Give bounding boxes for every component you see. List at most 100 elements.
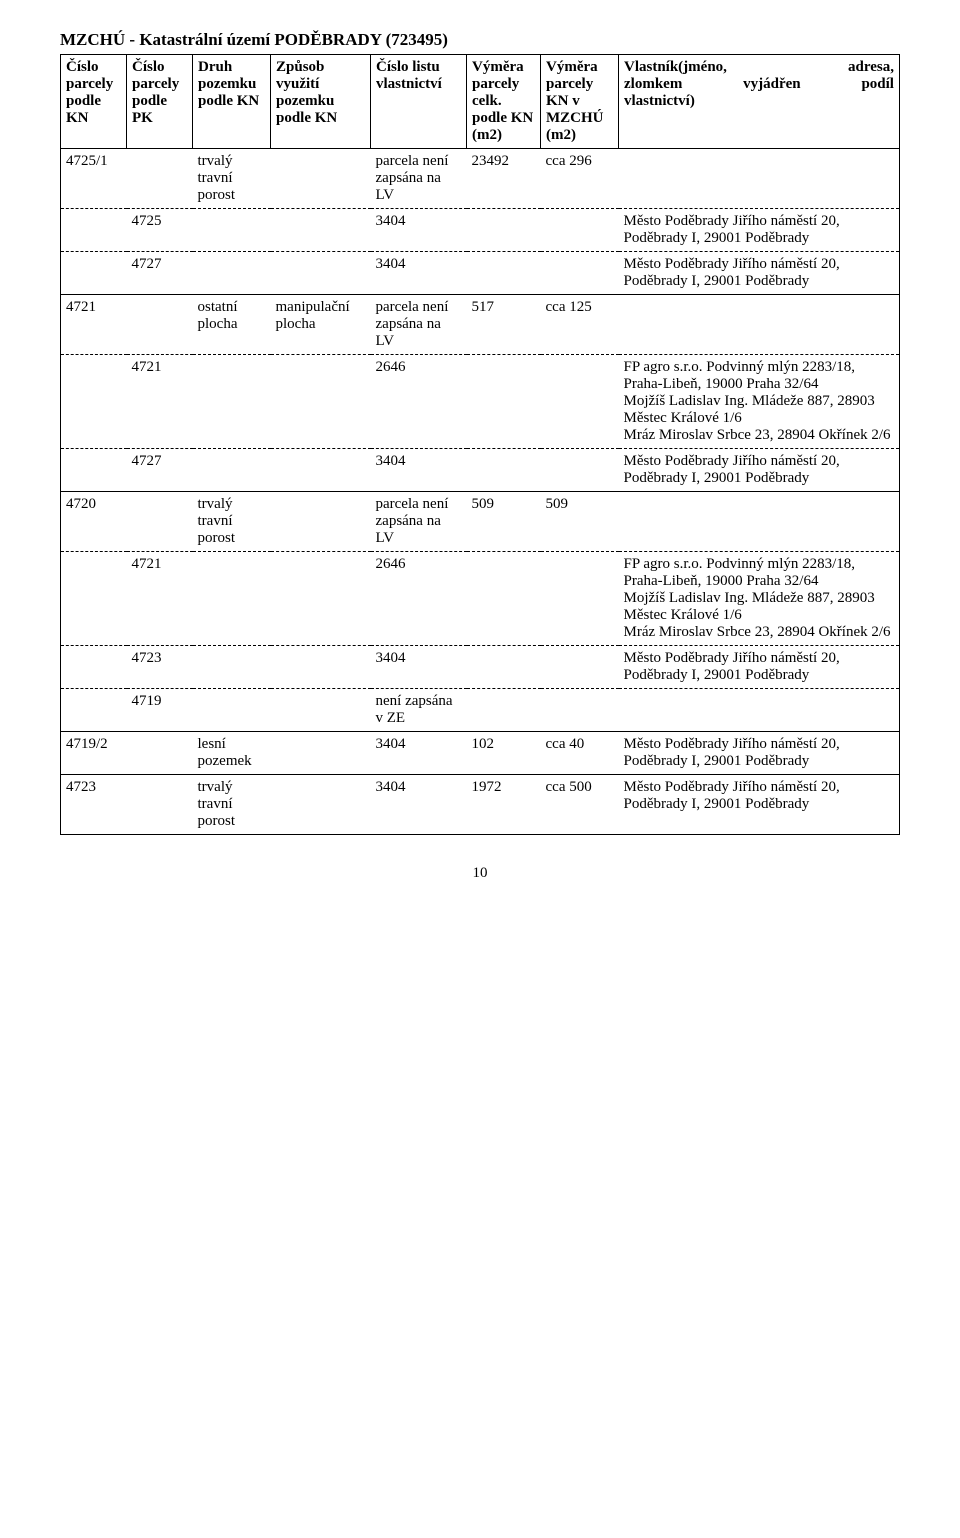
cell: parcela není zapsána na LV bbox=[371, 295, 467, 355]
table-row: 4721 2646 FP agro s.r.o. Podvinný mlýn 2… bbox=[61, 355, 900, 449]
cell: 3404 bbox=[371, 449, 467, 492]
cell bbox=[619, 689, 900, 732]
cell bbox=[193, 646, 271, 689]
cell bbox=[271, 552, 371, 646]
cell: 509 bbox=[541, 492, 619, 552]
cell: trvalý travní porost bbox=[193, 149, 271, 209]
hdr-c8-a: Vlastník(jméno, bbox=[624, 59, 727, 76]
cell bbox=[127, 149, 193, 209]
table-row: 4723 3404 Město Poděbrady Jiřího náměstí… bbox=[61, 646, 900, 689]
cell bbox=[61, 449, 127, 492]
table-row: 4727 3404 Město Poděbrady Jiřího náměstí… bbox=[61, 252, 900, 295]
cell bbox=[467, 355, 541, 449]
table-row: 4720 trvalý travní porost parcela není z… bbox=[61, 492, 900, 552]
hdr-c4: Způsob využití pozemku podle KN bbox=[271, 55, 371, 149]
title-line: MZCHÚ - Katastrální území PODĚBRADY (723… bbox=[60, 30, 900, 50]
cell bbox=[619, 149, 900, 209]
cell: 2646 bbox=[371, 355, 467, 449]
hdr-c8: Vlastník(jméno, adresa, zlomkem vyjádřen… bbox=[619, 55, 900, 149]
cell: 4727 bbox=[127, 252, 193, 295]
cell: manipulační plocha bbox=[271, 295, 371, 355]
cell bbox=[541, 449, 619, 492]
cell bbox=[467, 646, 541, 689]
table-row: 4725/1 trvalý travní porost parcela není… bbox=[61, 149, 900, 209]
cell bbox=[619, 295, 900, 355]
cell: 23492 bbox=[467, 149, 541, 209]
cell: není zapsána v ZE bbox=[371, 689, 467, 732]
cell: 4725/1 bbox=[61, 149, 127, 209]
cell: 4719/2 bbox=[61, 732, 127, 775]
table-row: 4721 ostatní plocha manipulační plocha p… bbox=[61, 295, 900, 355]
cell: Město Poděbrady Jiřího náměstí 20, Poděb… bbox=[619, 775, 900, 835]
cell: 3404 bbox=[371, 252, 467, 295]
cell bbox=[271, 149, 371, 209]
cell bbox=[193, 449, 271, 492]
cell bbox=[127, 732, 193, 775]
cell: Město Poděbrady Jiřího náměstí 20, Poděb… bbox=[619, 209, 900, 252]
cell: 3404 bbox=[371, 209, 467, 252]
hdr-c1: Číslo parcely podle KN bbox=[61, 55, 127, 149]
cell bbox=[541, 252, 619, 295]
cell: 4720 bbox=[61, 492, 127, 552]
table-row: 4719 není zapsána v ZE bbox=[61, 689, 900, 732]
cell: ostatní plocha bbox=[193, 295, 271, 355]
cell: 3404 bbox=[371, 775, 467, 835]
cell bbox=[467, 689, 541, 732]
cell: 4721 bbox=[127, 355, 193, 449]
hdr-c8-f: vlastnictví) bbox=[624, 93, 894, 110]
cell bbox=[61, 689, 127, 732]
cadastre-table: Číslo parcely podle KN Číslo parcely pod… bbox=[60, 54, 900, 835]
cell bbox=[619, 492, 900, 552]
table-row: 4727 3404 Město Poděbrady Jiřího náměstí… bbox=[61, 449, 900, 492]
cell bbox=[541, 689, 619, 732]
cell: 4721 bbox=[61, 295, 127, 355]
cell bbox=[541, 552, 619, 646]
cell bbox=[467, 449, 541, 492]
cell bbox=[193, 689, 271, 732]
hdr-c5: Číslo listu vlastnictví bbox=[371, 55, 467, 149]
cell bbox=[193, 355, 271, 449]
cell bbox=[127, 775, 193, 835]
header-row: Číslo parcely podle KN Číslo parcely pod… bbox=[61, 55, 900, 149]
cell: 1972 bbox=[467, 775, 541, 835]
hdr-c2: Číslo parcely podle PK bbox=[127, 55, 193, 149]
cell: cca 296 bbox=[541, 149, 619, 209]
hdr-c8-e: podíl bbox=[861, 76, 894, 93]
table-row: 4719/2 lesní pozemek 3404 102 cca 40 Měs… bbox=[61, 732, 900, 775]
cell: Město Poděbrady Jiřího náměstí 20, Poděb… bbox=[619, 646, 900, 689]
cell: 3404 bbox=[371, 732, 467, 775]
table-row: 4723 trvalý travní porost 3404 1972 cca … bbox=[61, 775, 900, 835]
cell bbox=[127, 295, 193, 355]
hdr-c3: Druh pozemku podle KN bbox=[193, 55, 271, 149]
cell bbox=[61, 209, 127, 252]
cell bbox=[61, 646, 127, 689]
cell: 4723 bbox=[127, 646, 193, 689]
cell bbox=[61, 552, 127, 646]
cell: Město Poděbrady Jiřího náměstí 20, Poděb… bbox=[619, 449, 900, 492]
cell bbox=[467, 552, 541, 646]
cell: 509 bbox=[467, 492, 541, 552]
cell: parcela není zapsána na LV bbox=[371, 492, 467, 552]
cell bbox=[271, 775, 371, 835]
hdr-c8-d: vyjádřen bbox=[743, 76, 801, 93]
hdr-c8-c: zlomkem bbox=[624, 76, 682, 93]
cell: 2646 bbox=[371, 552, 467, 646]
cell: 4723 bbox=[61, 775, 127, 835]
cell bbox=[271, 732, 371, 775]
cell: FP agro s.r.o. Podvinný mlýn 2283/18, Pr… bbox=[619, 552, 900, 646]
cell bbox=[541, 355, 619, 449]
cell: lesní pozemek bbox=[193, 732, 271, 775]
cell: Město Poděbrady Jiřího náměstí 20, Poděb… bbox=[619, 252, 900, 295]
cell bbox=[193, 209, 271, 252]
cell bbox=[271, 252, 371, 295]
cell bbox=[271, 689, 371, 732]
cell bbox=[271, 646, 371, 689]
cell bbox=[271, 449, 371, 492]
cell bbox=[193, 552, 271, 646]
cell bbox=[467, 209, 541, 252]
cell: 3404 bbox=[371, 646, 467, 689]
cell: 4727 bbox=[127, 449, 193, 492]
cell: cca 40 bbox=[541, 732, 619, 775]
cell: 4725 bbox=[127, 209, 193, 252]
cell: parcela není zapsána na LV bbox=[371, 149, 467, 209]
